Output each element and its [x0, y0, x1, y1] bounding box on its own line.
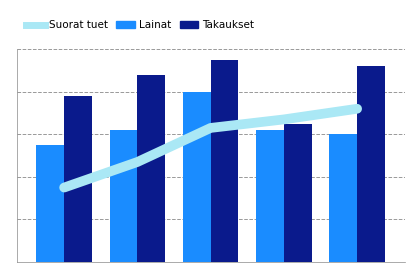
Bar	[183, 92, 211, 262]
Bar	[138, 75, 165, 262]
Bar	[109, 130, 138, 262]
Bar	[284, 124, 312, 262]
Bar	[64, 96, 92, 262]
Bar	[256, 130, 284, 262]
Bar	[36, 145, 64, 262]
Legend: Suorat tuet, Lainat, Takaukset: Suorat tuet, Lainat, Takaukset	[22, 16, 259, 34]
Bar	[357, 66, 385, 262]
Bar	[329, 134, 357, 262]
Bar	[211, 60, 238, 262]
